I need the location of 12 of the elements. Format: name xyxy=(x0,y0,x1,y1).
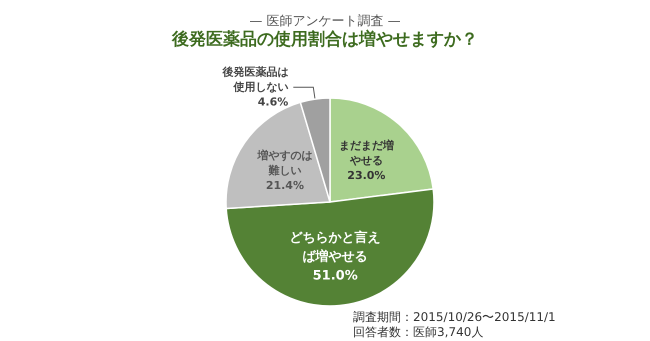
slice-label: 増やすのは難しい xyxy=(256,149,312,178)
slice-label: 後発医薬品は使用しない xyxy=(221,66,288,94)
text: 回答者数：医師3,740人 xyxy=(353,325,484,339)
slice-label: まだまだ増やせる xyxy=(338,139,394,168)
data-label: 51.0% xyxy=(312,268,358,284)
data-label: 4.6% xyxy=(258,96,288,109)
slice-label: どちらかと言えば増やせる xyxy=(290,229,381,264)
data-label: 23.0% xyxy=(347,169,386,182)
text: 調査期間：2015/10/26〜2015/11/1 xyxy=(353,310,556,324)
chart-subtitle: — 医師アンケート調査 — xyxy=(249,14,401,29)
data-label: 21.4% xyxy=(266,179,304,192)
chart-title: 後発医薬品の使用割合は増やせますか？ xyxy=(171,28,478,50)
